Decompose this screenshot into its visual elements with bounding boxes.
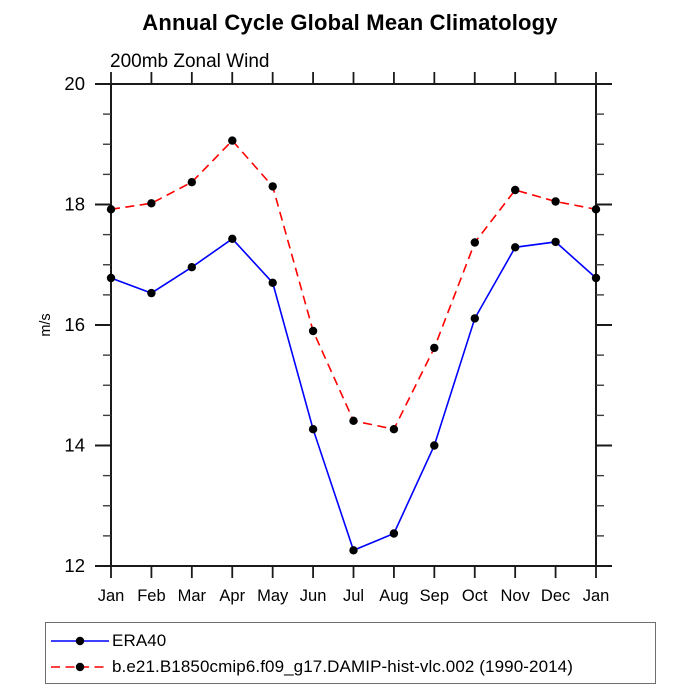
data-marker-model bbox=[511, 185, 520, 195]
data-marker-era40 bbox=[228, 234, 237, 243]
legend: ERA40 b.e21.B1850cmip6.f09_g17.DAMIP-his… bbox=[45, 622, 656, 684]
data-marker-era40 bbox=[551, 237, 560, 247]
data-marker-model bbox=[349, 416, 358, 425]
data-marker-model bbox=[187, 178, 196, 187]
legend-sample-era40 bbox=[51, 636, 109, 646]
x-tick-label: Mar bbox=[178, 587, 207, 605]
x-tick-label: Jun bbox=[300, 587, 327, 605]
data-marker-era40 bbox=[308, 425, 318, 434]
x-tick-label: Jan bbox=[98, 587, 125, 605]
series-group bbox=[106, 136, 601, 555]
x-tick-label: Jan bbox=[583, 587, 610, 605]
data-marker-model bbox=[308, 326, 318, 336]
y-tick-label: 12 bbox=[64, 555, 85, 576]
data-marker-era40 bbox=[430, 441, 439, 450]
series-line-era40 bbox=[110, 237, 597, 552]
data-marker-model bbox=[591, 205, 601, 214]
axes bbox=[110, 83, 597, 567]
data-marker-model bbox=[551, 197, 560, 206]
y-tick-label: 14 bbox=[64, 435, 85, 456]
data-marker-model bbox=[228, 136, 237, 145]
legend-item-era40: ERA40 bbox=[46, 628, 655, 654]
data-marker-era40 bbox=[268, 278, 277, 287]
y-tick-label: 20 bbox=[64, 73, 85, 94]
data-marker-era40 bbox=[147, 288, 156, 298]
legend-sample-model bbox=[51, 662, 109, 672]
x-tick-label: Oct bbox=[462, 587, 488, 605]
x-tick-label: May bbox=[257, 587, 289, 605]
x-tick-label: Dec bbox=[541, 587, 570, 605]
data-marker-model bbox=[470, 238, 479, 247]
data-marker-model bbox=[147, 199, 156, 208]
legend-label-model: b.e21.B1850cmip6.f09_g17.DAMIP-hist-vlc.… bbox=[112, 657, 573, 676]
data-marker-model bbox=[106, 205, 116, 214]
data-marker-era40 bbox=[389, 529, 399, 538]
x-tick-label: Aug bbox=[379, 587, 408, 605]
axis-tick-labels: 12 14 16 18 20 Jan Feb Mar Apr May Jun Jul Aug Sep Oct… bbox=[64, 73, 609, 605]
series-line-model bbox=[110, 139, 597, 431]
data-marker-era40 bbox=[106, 273, 116, 283]
data-marker-model bbox=[430, 343, 439, 353]
chart-subtitle: 200mb Zonal Wind bbox=[110, 51, 270, 72]
x-tick-label: Apr bbox=[219, 587, 245, 605]
data-marker-era40 bbox=[470, 314, 479, 323]
data-marker-era40 bbox=[511, 243, 520, 252]
legend-marker-icon bbox=[75, 662, 85, 672]
x-tick-label: Sep bbox=[420, 587, 449, 605]
chart-title: Annual Cycle Global Mean Climatology bbox=[142, 10, 558, 35]
data-marker-era40 bbox=[591, 273, 601, 283]
data-marker-model bbox=[268, 182, 277, 191]
data-marker-era40 bbox=[187, 263, 196, 272]
y-tick-label: 18 bbox=[64, 194, 85, 215]
legend-item-model: b.e21.B1850cmip6.f09_g17.DAMIP-hist-vlc.… bbox=[46, 654, 655, 680]
y-tick-label: 16 bbox=[64, 314, 85, 335]
axis-ticks bbox=[95, 72, 612, 578]
x-tick-label: Nov bbox=[500, 587, 530, 605]
legend-marker-icon bbox=[75, 636, 85, 646]
data-marker-model bbox=[389, 425, 399, 434]
data-marker-era40 bbox=[349, 546, 358, 555]
x-tick-label: Feb bbox=[137, 587, 165, 605]
legend-label-era40: ERA40 bbox=[112, 631, 167, 650]
x-tick-label: Jul bbox=[343, 587, 364, 605]
